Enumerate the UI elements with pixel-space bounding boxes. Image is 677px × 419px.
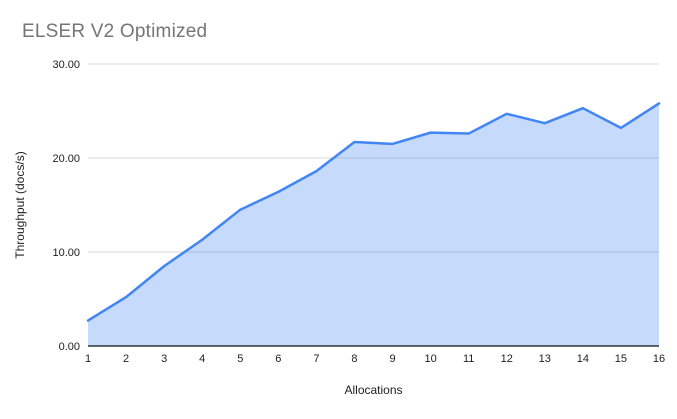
x-tick-label: 14 (577, 353, 589, 365)
y-tick-label: 10.00 (52, 247, 80, 259)
y-tick-label: 20.00 (52, 153, 80, 165)
chart-title: ELSER V2 Optimized (22, 21, 208, 42)
x-tick-label: 4 (199, 353, 205, 365)
x-tick-label: 2 (123, 353, 129, 365)
x-tick-label: 6 (275, 353, 281, 365)
x-axis-title: Allocations (344, 383, 403, 397)
x-tick-label: 10 (424, 353, 436, 365)
y-tick-label: 0.00 (59, 341, 80, 353)
x-tick-label: 3 (161, 353, 167, 365)
y-axis-title: Throughput (docs/s) (13, 151, 27, 259)
x-tick-label: 16 (653, 353, 665, 365)
x-tick-label: 8 (351, 353, 357, 365)
x-tick-label: 5 (237, 353, 243, 365)
series-line (86, 102, 661, 322)
x-tick-label: 11 (463, 353, 474, 365)
x-tick-label: 12 (501, 353, 513, 365)
x-tick-label: 7 (313, 353, 319, 365)
y-tick-label: 30.00 (52, 59, 80, 71)
x-tick-label: 9 (389, 353, 395, 365)
area-fill (88, 103, 659, 346)
x-tick-label: 15 (615, 353, 627, 365)
x-tick-label: 1 (85, 353, 91, 365)
x-tick-label: 13 (539, 353, 551, 365)
